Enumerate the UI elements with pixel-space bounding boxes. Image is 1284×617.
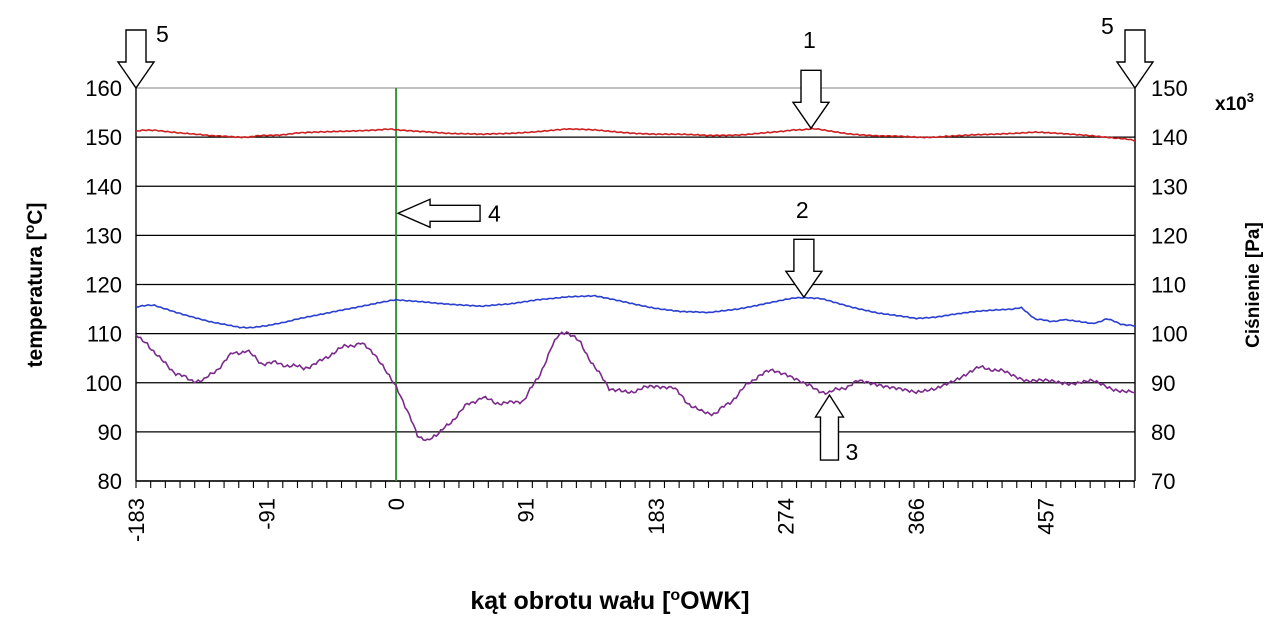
y-tick-label-left: 90 (98, 420, 122, 445)
x-tick-label: 91 (513, 498, 538, 522)
y-tick-label-right: 110 (1151, 273, 1186, 298)
x-tick-label: 274 (773, 498, 798, 535)
series-line-1 (135, 127, 1136, 142)
arrow-1 (791, 69, 831, 130)
tick-labels: 80 90 100 110 120 130 140 150 160 70 80 90 100 110 120… (85, 76, 1187, 542)
series-line-2 (135, 294, 1136, 329)
y-tick-label-left: 110 (87, 322, 122, 347)
x-axis-title: kąt obrotu wału [oOWK] (470, 587, 749, 615)
axes (135, 88, 1136, 482)
right-axis-multiplier: x103 (1215, 90, 1254, 115)
x-tick-label: -91 (255, 498, 280, 530)
annotation-label-3: 3 (845, 439, 858, 465)
annotation-label-4: 4 (488, 200, 501, 226)
arrow-3 (814, 393, 845, 461)
annotations: 5 5 1 2 3 4 (116, 13, 1155, 465)
arrow-5-left (116, 29, 156, 90)
y-tick-label-left: 150 (85, 125, 122, 150)
series-lines (135, 88, 1136, 481)
arrow-5-right (1115, 29, 1155, 90)
y-tick-label-left: 120 (85, 273, 122, 298)
y-tick-label-right: 120 (1151, 223, 1188, 248)
y-tick-label-right: 130 (1151, 174, 1188, 199)
annotation-label-5-left: 5 (156, 21, 169, 47)
x-tick-label: 0 (384, 498, 409, 510)
y-tick-label-right: 70 (1151, 469, 1175, 494)
y-tick-label-right: 140 (1151, 125, 1188, 150)
x-tick-label: -183 (124, 498, 149, 542)
y-tick-label-left: 100 (85, 371, 122, 396)
axis-titles: kąt obrotu wału [oOWK] temperatura [oC] … (21, 90, 1264, 615)
y-axis-title-right: Ciśnienie [Pa] (1243, 222, 1264, 348)
x-tick-label: 457 (1033, 498, 1058, 535)
y-tick-label-right: 90 (1151, 371, 1175, 396)
y-axis-title-left: temperatura [oC] (21, 203, 47, 368)
annotation-label-1: 1 (803, 27, 816, 53)
y-tick-label-right: 150 (1151, 76, 1188, 101)
arrow-4 (396, 198, 481, 229)
y-tick-label-left: 130 (85, 223, 122, 248)
grid-lines (136, 87, 1135, 482)
y-tick-label-left: 160 (85, 76, 122, 101)
x-tick-label: 183 (644, 498, 669, 535)
y-tick-label-right: 100 (1151, 322, 1188, 347)
y-tick-label-left: 80 (98, 469, 122, 494)
y-tick-label-right: 80 (1151, 420, 1175, 445)
x-minor-ticks (135, 481, 1135, 488)
y-tick-label-left: 140 (85, 174, 122, 199)
series-line-3 (135, 331, 1136, 442)
x-tick-label: 366 (904, 498, 929, 535)
annotation-label-2: 2 (796, 197, 809, 223)
annotation-label-5-right: 5 (1101, 13, 1114, 39)
arrow-2 (784, 238, 824, 299)
